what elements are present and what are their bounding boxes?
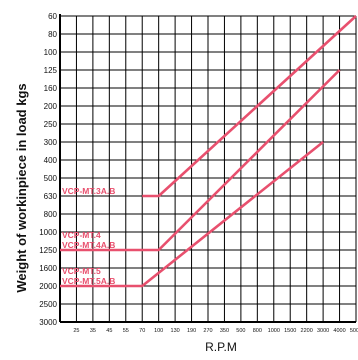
- x-tick-label: 4000: [333, 328, 345, 334]
- series-label: VCP-MT.4: [62, 230, 101, 240]
- y-tick-label: 500: [44, 174, 58, 183]
- series-lines: [60, 15, 357, 288]
- y-tick-label: 160: [44, 84, 58, 93]
- x-tick-label: 70: [139, 328, 145, 334]
- series-line: [60, 140, 324, 288]
- series-label: VCP-MT.5A.B: [62, 276, 115, 286]
- x-tick-label: 270: [203, 328, 212, 334]
- y-axis-title: Weight of workinpiece in load kgs: [14, 83, 29, 292]
- tick-labels: 60 80 100 125 160 200 250 300 400 500 630 800 1000 12…: [39, 12, 358, 334]
- x-tick-label: 100: [154, 328, 163, 334]
- y-tick-label: 1600: [39, 264, 57, 273]
- series-label: VCP-MT.3A.B: [62, 186, 115, 196]
- x-axis-title: R.P.M: [205, 340, 237, 354]
- series-line: [60, 69, 341, 252]
- y-tick-label: 60: [48, 12, 57, 21]
- x-tick-label: 1000: [268, 328, 280, 334]
- x-tick-label: 350: [220, 328, 229, 334]
- x-tick-label: 3000: [317, 328, 329, 334]
- x-tick-label: 500: [236, 328, 245, 334]
- y-tick-label: 300: [44, 138, 58, 147]
- x-tick-label: 130: [171, 328, 180, 334]
- series-line: [142, 15, 357, 198]
- y-tick-label: 125: [44, 66, 58, 75]
- y-tick-label: 630: [44, 192, 58, 201]
- y-tick-label: 2500: [39, 300, 57, 309]
- y-tick-label: 1000: [39, 228, 57, 237]
- y-tick-label: 80: [48, 30, 57, 39]
- y-tick-label: 1250: [39, 246, 57, 255]
- y-tick-label: 250: [44, 120, 58, 129]
- x-tick-label: 800: [253, 328, 262, 334]
- x-tick-label: 55: [123, 328, 129, 334]
- y-tick-label: 200: [44, 102, 58, 111]
- series-label: VCP-MT.4A.B: [62, 240, 115, 250]
- x-tick-label: 2200: [301, 328, 313, 334]
- y-tick-label: 100: [44, 48, 58, 57]
- x-tick-label: 25: [73, 328, 79, 334]
- y-tick-label: 3000: [39, 318, 57, 327]
- x-tick-label: 45: [106, 328, 112, 334]
- y-tick-label: 2000: [39, 282, 57, 291]
- y-tick-label: 400: [44, 156, 58, 165]
- series-label: VCP-MT.5: [62, 266, 101, 276]
- x-tick-label: 35: [90, 328, 96, 334]
- x-tick-label: 1500: [284, 328, 296, 334]
- y-tick-label: 800: [44, 210, 58, 219]
- x-tick-label: 5000: [350, 328, 358, 334]
- x-tick-label: 190: [187, 328, 196, 334]
